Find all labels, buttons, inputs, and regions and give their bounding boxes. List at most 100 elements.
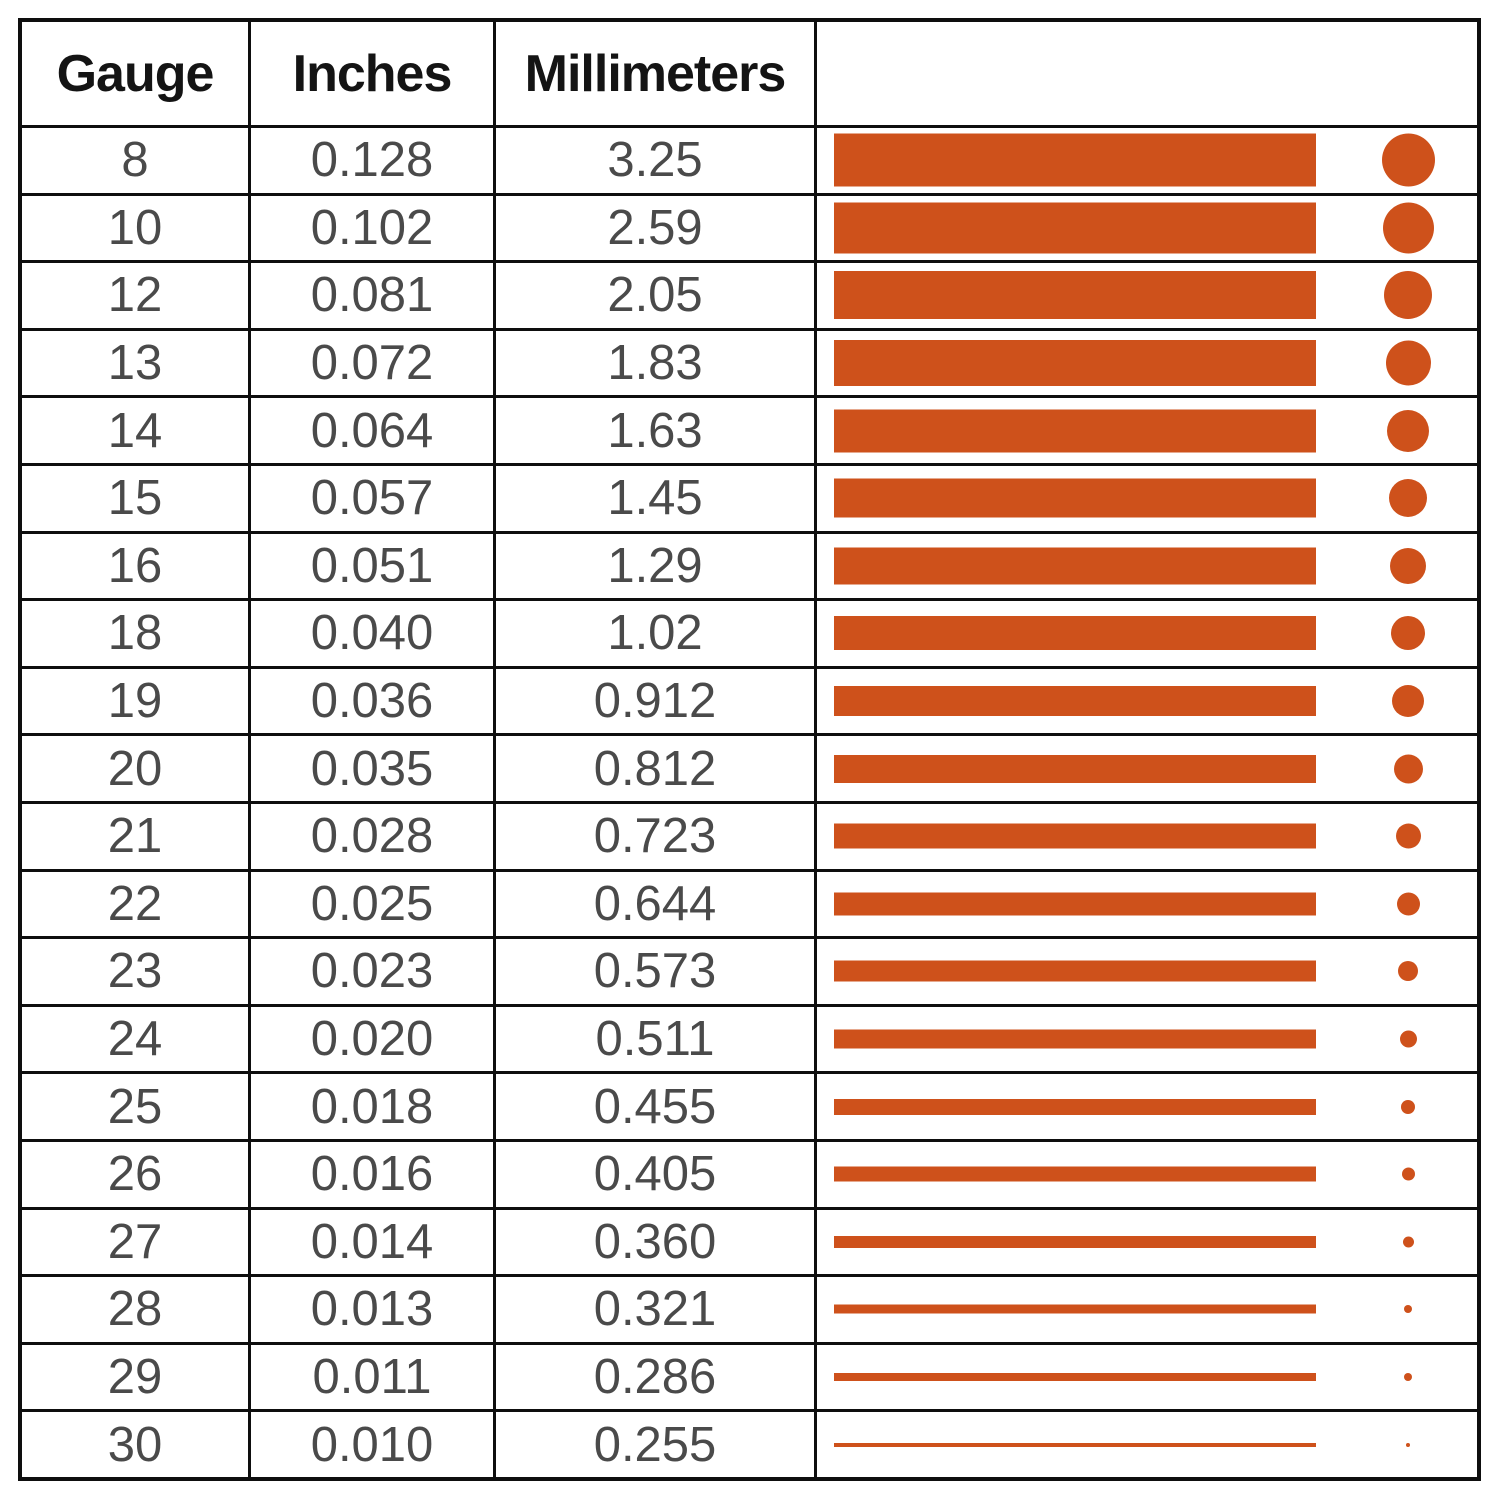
millimeters-value: 0.360 [496,1209,817,1275]
size-visual-cell [817,1412,1477,1477]
size-visual-cell [817,601,1477,666]
table-row: 24 0.020 0.511 [22,1003,1477,1072]
inches-value: 0.011 [251,1344,496,1410]
gauge-value: 10 [22,195,251,261]
millimeters-value: 0.573 [496,939,817,1004]
millimeters-value: 0.405 [496,1141,817,1207]
table-row: 23 0.023 0.573 [22,936,1477,1004]
millimeters-value: 0.912 [496,668,817,734]
header-gauge: Gauge [22,22,251,125]
wire-diameter-dot [1389,479,1427,518]
size-visual-cell [817,1142,1477,1207]
table-row: 20 0.035 0.812 [22,733,1477,801]
gauge-value: 8 [22,128,251,193]
table-row: 15 0.057 1.45 [22,462,1477,531]
wire-diameter-dot [1406,1442,1410,1447]
table-row: 10 0.102 2.59 [22,192,1477,261]
inches-value: 0.035 [251,736,496,801]
size-visual-cell [817,466,1477,531]
wire-thickness-bar [834,547,1316,585]
gauge-value: 13 [22,330,251,396]
gauge-value: 30 [22,1412,251,1477]
gauge-value: 23 [22,939,251,1004]
wire-thickness-bar [834,340,1316,387]
gauge-value: 16 [22,533,251,599]
gauge-value: 15 [22,465,251,531]
size-visual-cell [817,196,1477,261]
gauge-value: 18 [22,601,251,666]
inches-value: 0.014 [251,1209,496,1275]
gauge-value: 12 [22,263,251,328]
table-row: 21 0.028 0.723 [22,800,1477,869]
gauge-value: 25 [22,1074,251,1139]
gauge-value: 28 [22,1277,251,1342]
size-visual-cell [817,669,1477,734]
inches-value: 0.064 [251,398,496,463]
inches-value: 0.018 [251,1074,496,1139]
wire-diameter-dot [1399,1030,1417,1048]
gauge-value: 19 [22,668,251,734]
inches-value: 0.028 [251,803,496,869]
header-inches: Inches [251,22,496,125]
wire-diameter-dot [1404,1372,1412,1381]
inches-value: 0.036 [251,668,496,734]
wire-thickness-bar [834,1029,1316,1049]
millimeters-value: 0.321 [496,1277,817,1342]
wire-thickness-bar [834,1166,1316,1182]
inches-value: 0.040 [251,601,496,666]
wire-thickness-bar [834,271,1316,320]
wire-diameter-dot [1387,409,1429,452]
wire-thickness-bar [834,616,1316,651]
wire-thickness-bar [834,1304,1316,1314]
size-visual-cell [817,804,1477,869]
wire-diameter-dot [1385,340,1431,386]
millimeters-value: 1.02 [496,601,817,666]
millimeters-value: 1.29 [496,533,817,599]
gauge-value: 20 [22,736,251,801]
size-visual-cell [817,128,1477,193]
millimeters-value: 1.83 [496,330,817,396]
millimeters-value: 0.723 [496,803,817,869]
table-row: 30 0.010 0.255 [22,1409,1477,1477]
wire-thickness-bar [834,1098,1316,1115]
millimeters-value: 1.45 [496,465,817,531]
wire-diameter-dot [1401,1099,1415,1114]
gauge-value: 29 [22,1344,251,1410]
wire-thickness-bar [834,754,1316,783]
gauge-value: 21 [22,803,251,869]
gauge-value: 22 [22,871,251,937]
inches-value: 0.072 [251,330,496,396]
wire-gauge-table: Gauge Inches Millimeters 8 0.128 3.25 10… [18,18,1481,1481]
wire-diameter-dot [1402,1236,1414,1248]
inches-value: 0.016 [251,1141,496,1207]
gauge-value: 14 [22,398,251,463]
table-row: 12 0.081 2.05 [22,260,1477,328]
table-row: 25 0.018 0.455 [22,1071,1477,1139]
size-visual-cell [817,331,1477,396]
size-visual-cell [817,1345,1477,1410]
millimeters-value: 0.286 [496,1344,817,1410]
table-header-row: Gauge Inches Millimeters [22,22,1477,125]
wire-thickness-bar [834,823,1316,849]
table-row: 16 0.051 1.29 [22,530,1477,599]
wire-thickness-bar [834,686,1316,717]
wire-diameter-dot [1382,202,1434,254]
millimeters-value: 2.59 [496,195,817,261]
gauge-value: 27 [22,1209,251,1275]
wire-diameter-dot [1398,961,1418,982]
wire-thickness-bar [834,1372,1316,1381]
table-row: 18 0.040 1.02 [22,598,1477,666]
wire-thickness-bar [834,960,1316,982]
millimeters-value: 3.25 [496,128,817,193]
wire-thickness-bar [834,133,1316,187]
size-visual-cell [817,263,1477,328]
millimeters-value: 0.255 [496,1412,817,1477]
gauge-value: 24 [22,1006,251,1072]
gauge-value: 26 [22,1141,251,1207]
millimeters-value: 0.511 [496,1006,817,1072]
wire-thickness-bar [834,1235,1316,1248]
inches-value: 0.102 [251,195,496,261]
wire-diameter-dot [1392,685,1424,718]
size-visual-cell [817,1277,1477,1342]
table-row: 13 0.072 1.83 [22,327,1477,396]
